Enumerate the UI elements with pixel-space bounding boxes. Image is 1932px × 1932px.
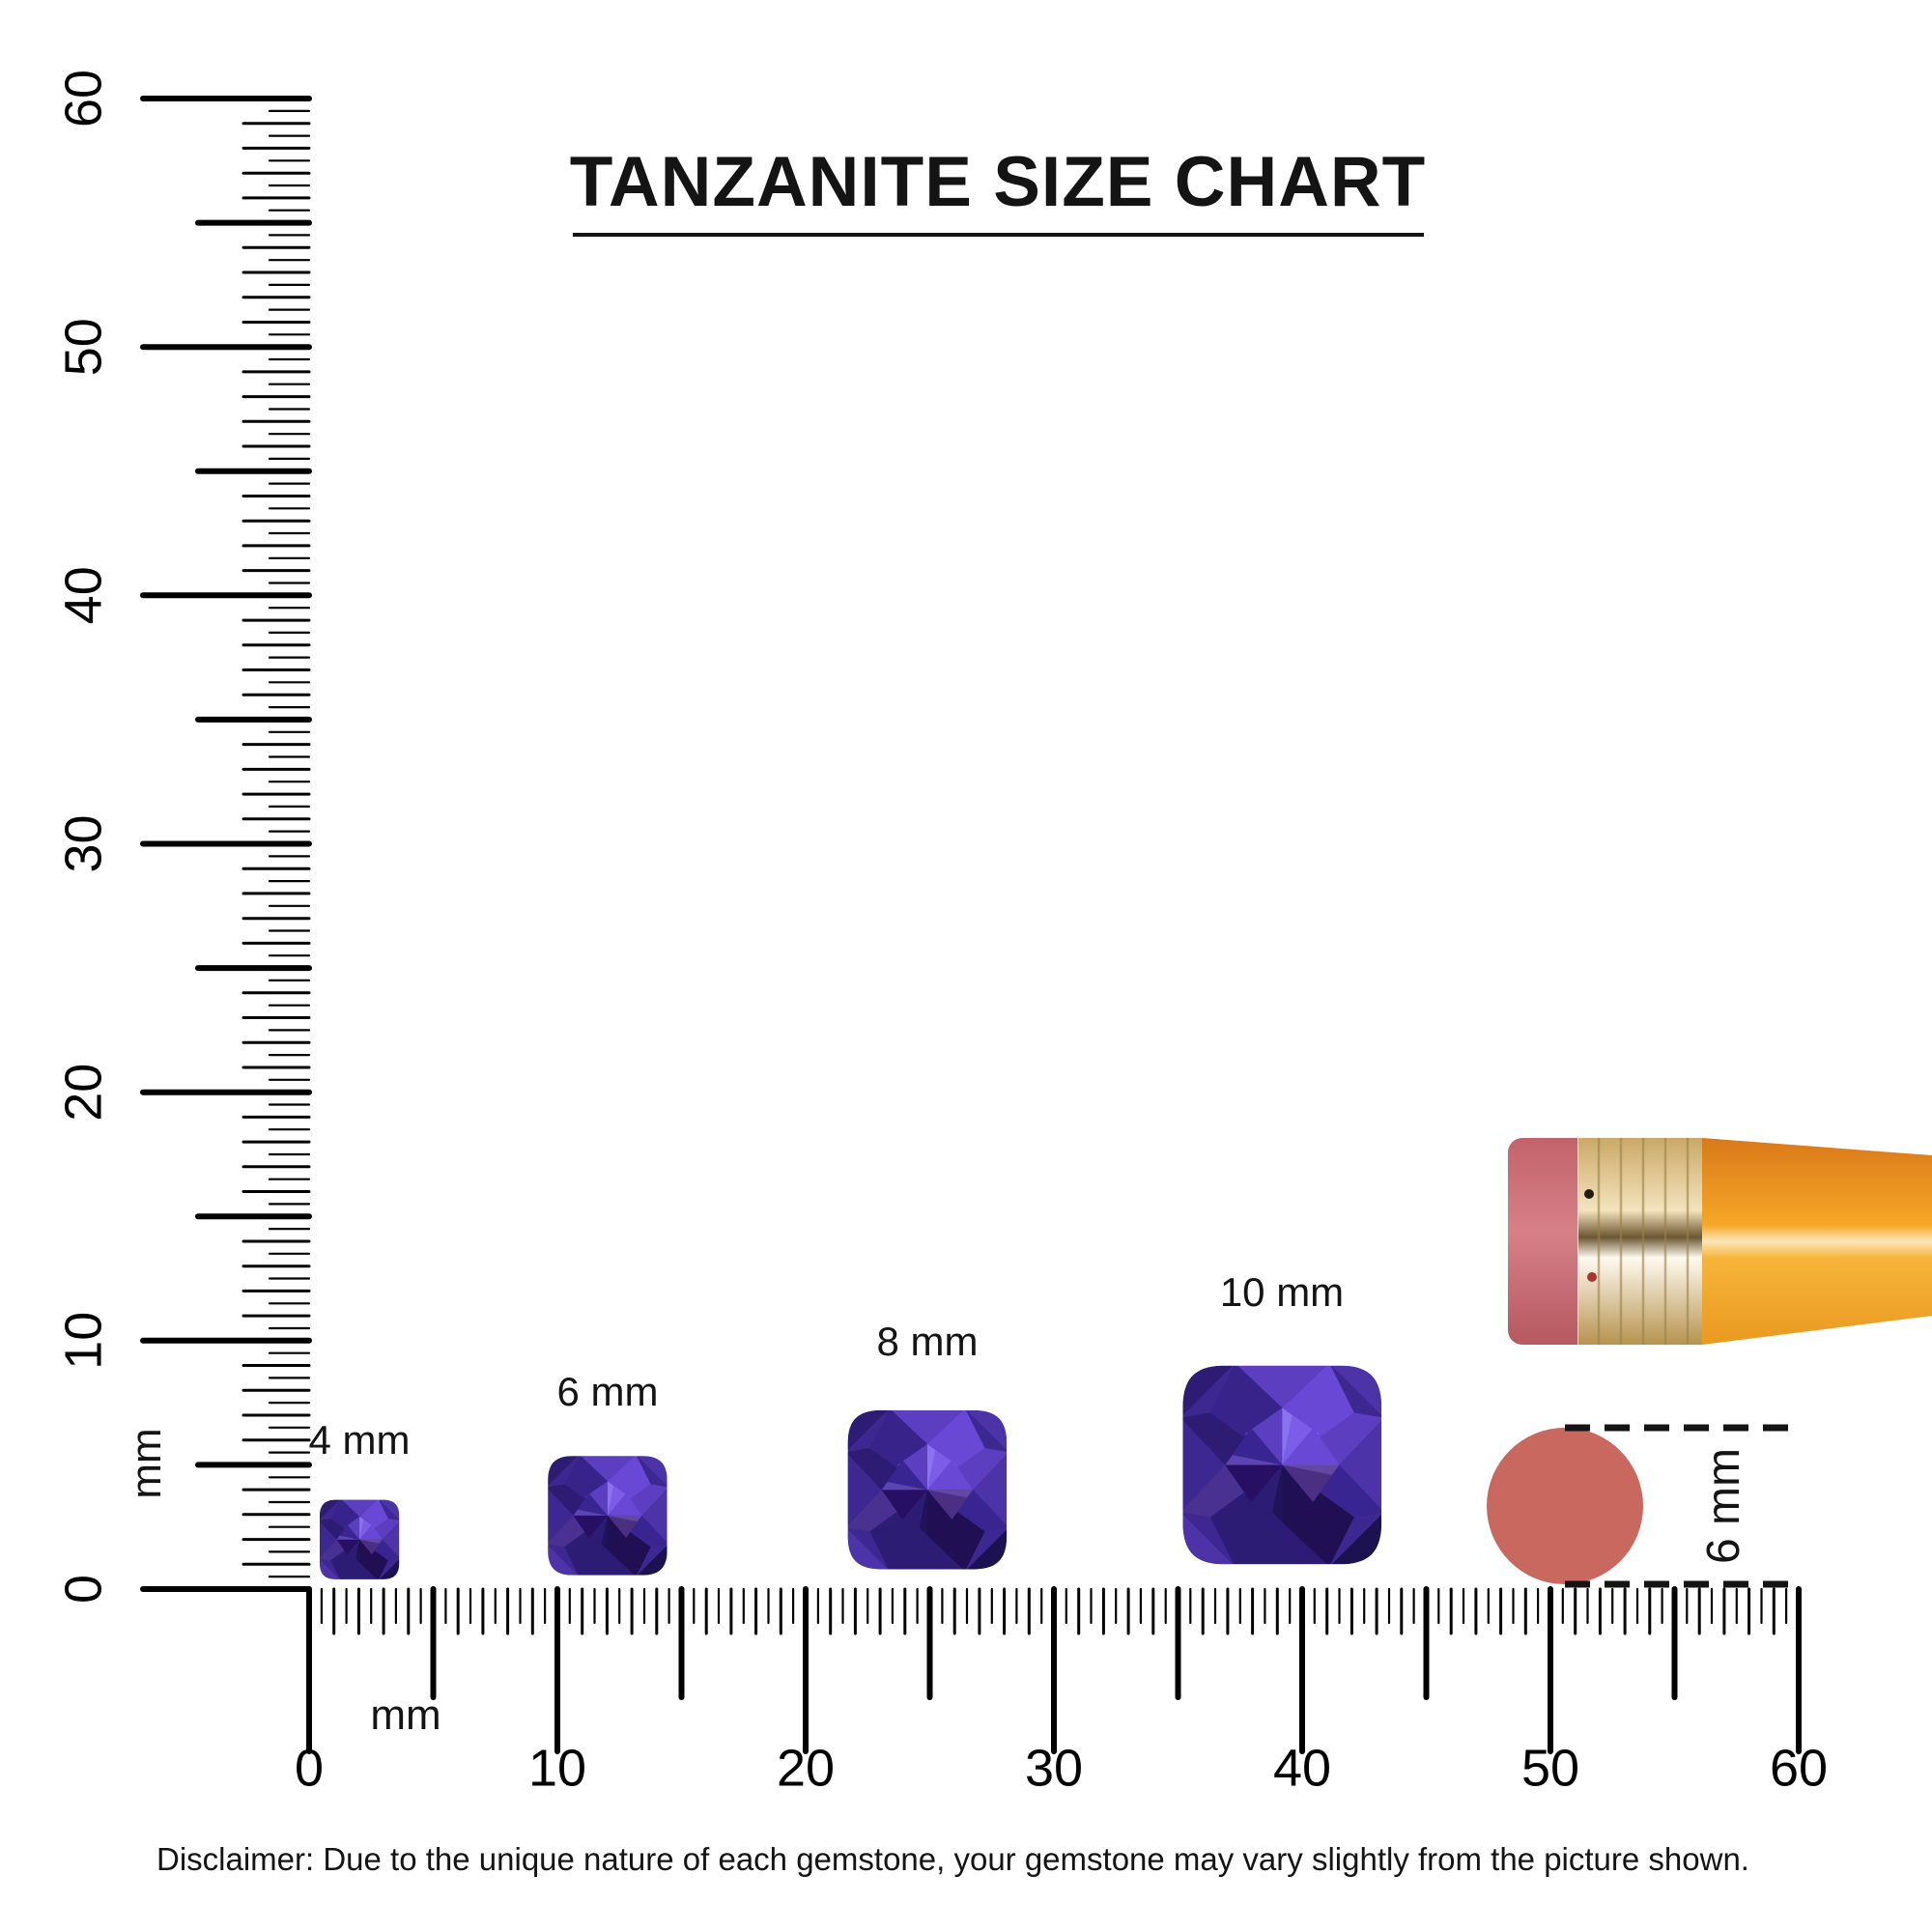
svg-text:mm: mm xyxy=(123,1428,170,1498)
svg-text:6 mm: 6 mm xyxy=(557,1369,659,1414)
svg-text:mm: mm xyxy=(370,1691,440,1739)
svg-text:Disclaimer: Due to the unique: Disclaimer: Due to the unique nature of … xyxy=(156,1841,1749,1877)
svg-text:60: 60 xyxy=(1770,1739,1828,1797)
svg-text:4 mm: 4 mm xyxy=(309,1417,411,1463)
svg-text:30: 30 xyxy=(1025,1739,1083,1797)
svg-text:30: 30 xyxy=(54,814,112,872)
svg-text:10 mm: 10 mm xyxy=(1220,1269,1344,1315)
svg-text:50: 50 xyxy=(54,318,112,376)
svg-text:40: 40 xyxy=(54,566,112,624)
svg-text:40: 40 xyxy=(1273,1739,1331,1797)
svg-text:20: 20 xyxy=(54,1064,112,1122)
svg-text:TANZANITE SIZE CHART: TANZANITE SIZE CHART xyxy=(570,143,1426,221)
svg-text:10: 10 xyxy=(528,1739,586,1797)
svg-text:0: 0 xyxy=(54,1575,112,1604)
svg-text:0: 0 xyxy=(295,1739,324,1797)
svg-text:6 mm: 6 mm xyxy=(1698,1448,1749,1564)
svg-text:10: 10 xyxy=(54,1312,112,1370)
svg-text:60: 60 xyxy=(54,70,112,128)
svg-text:8 mm: 8 mm xyxy=(877,1319,979,1364)
svg-text:50: 50 xyxy=(1521,1739,1579,1797)
svg-text:20: 20 xyxy=(777,1739,835,1797)
